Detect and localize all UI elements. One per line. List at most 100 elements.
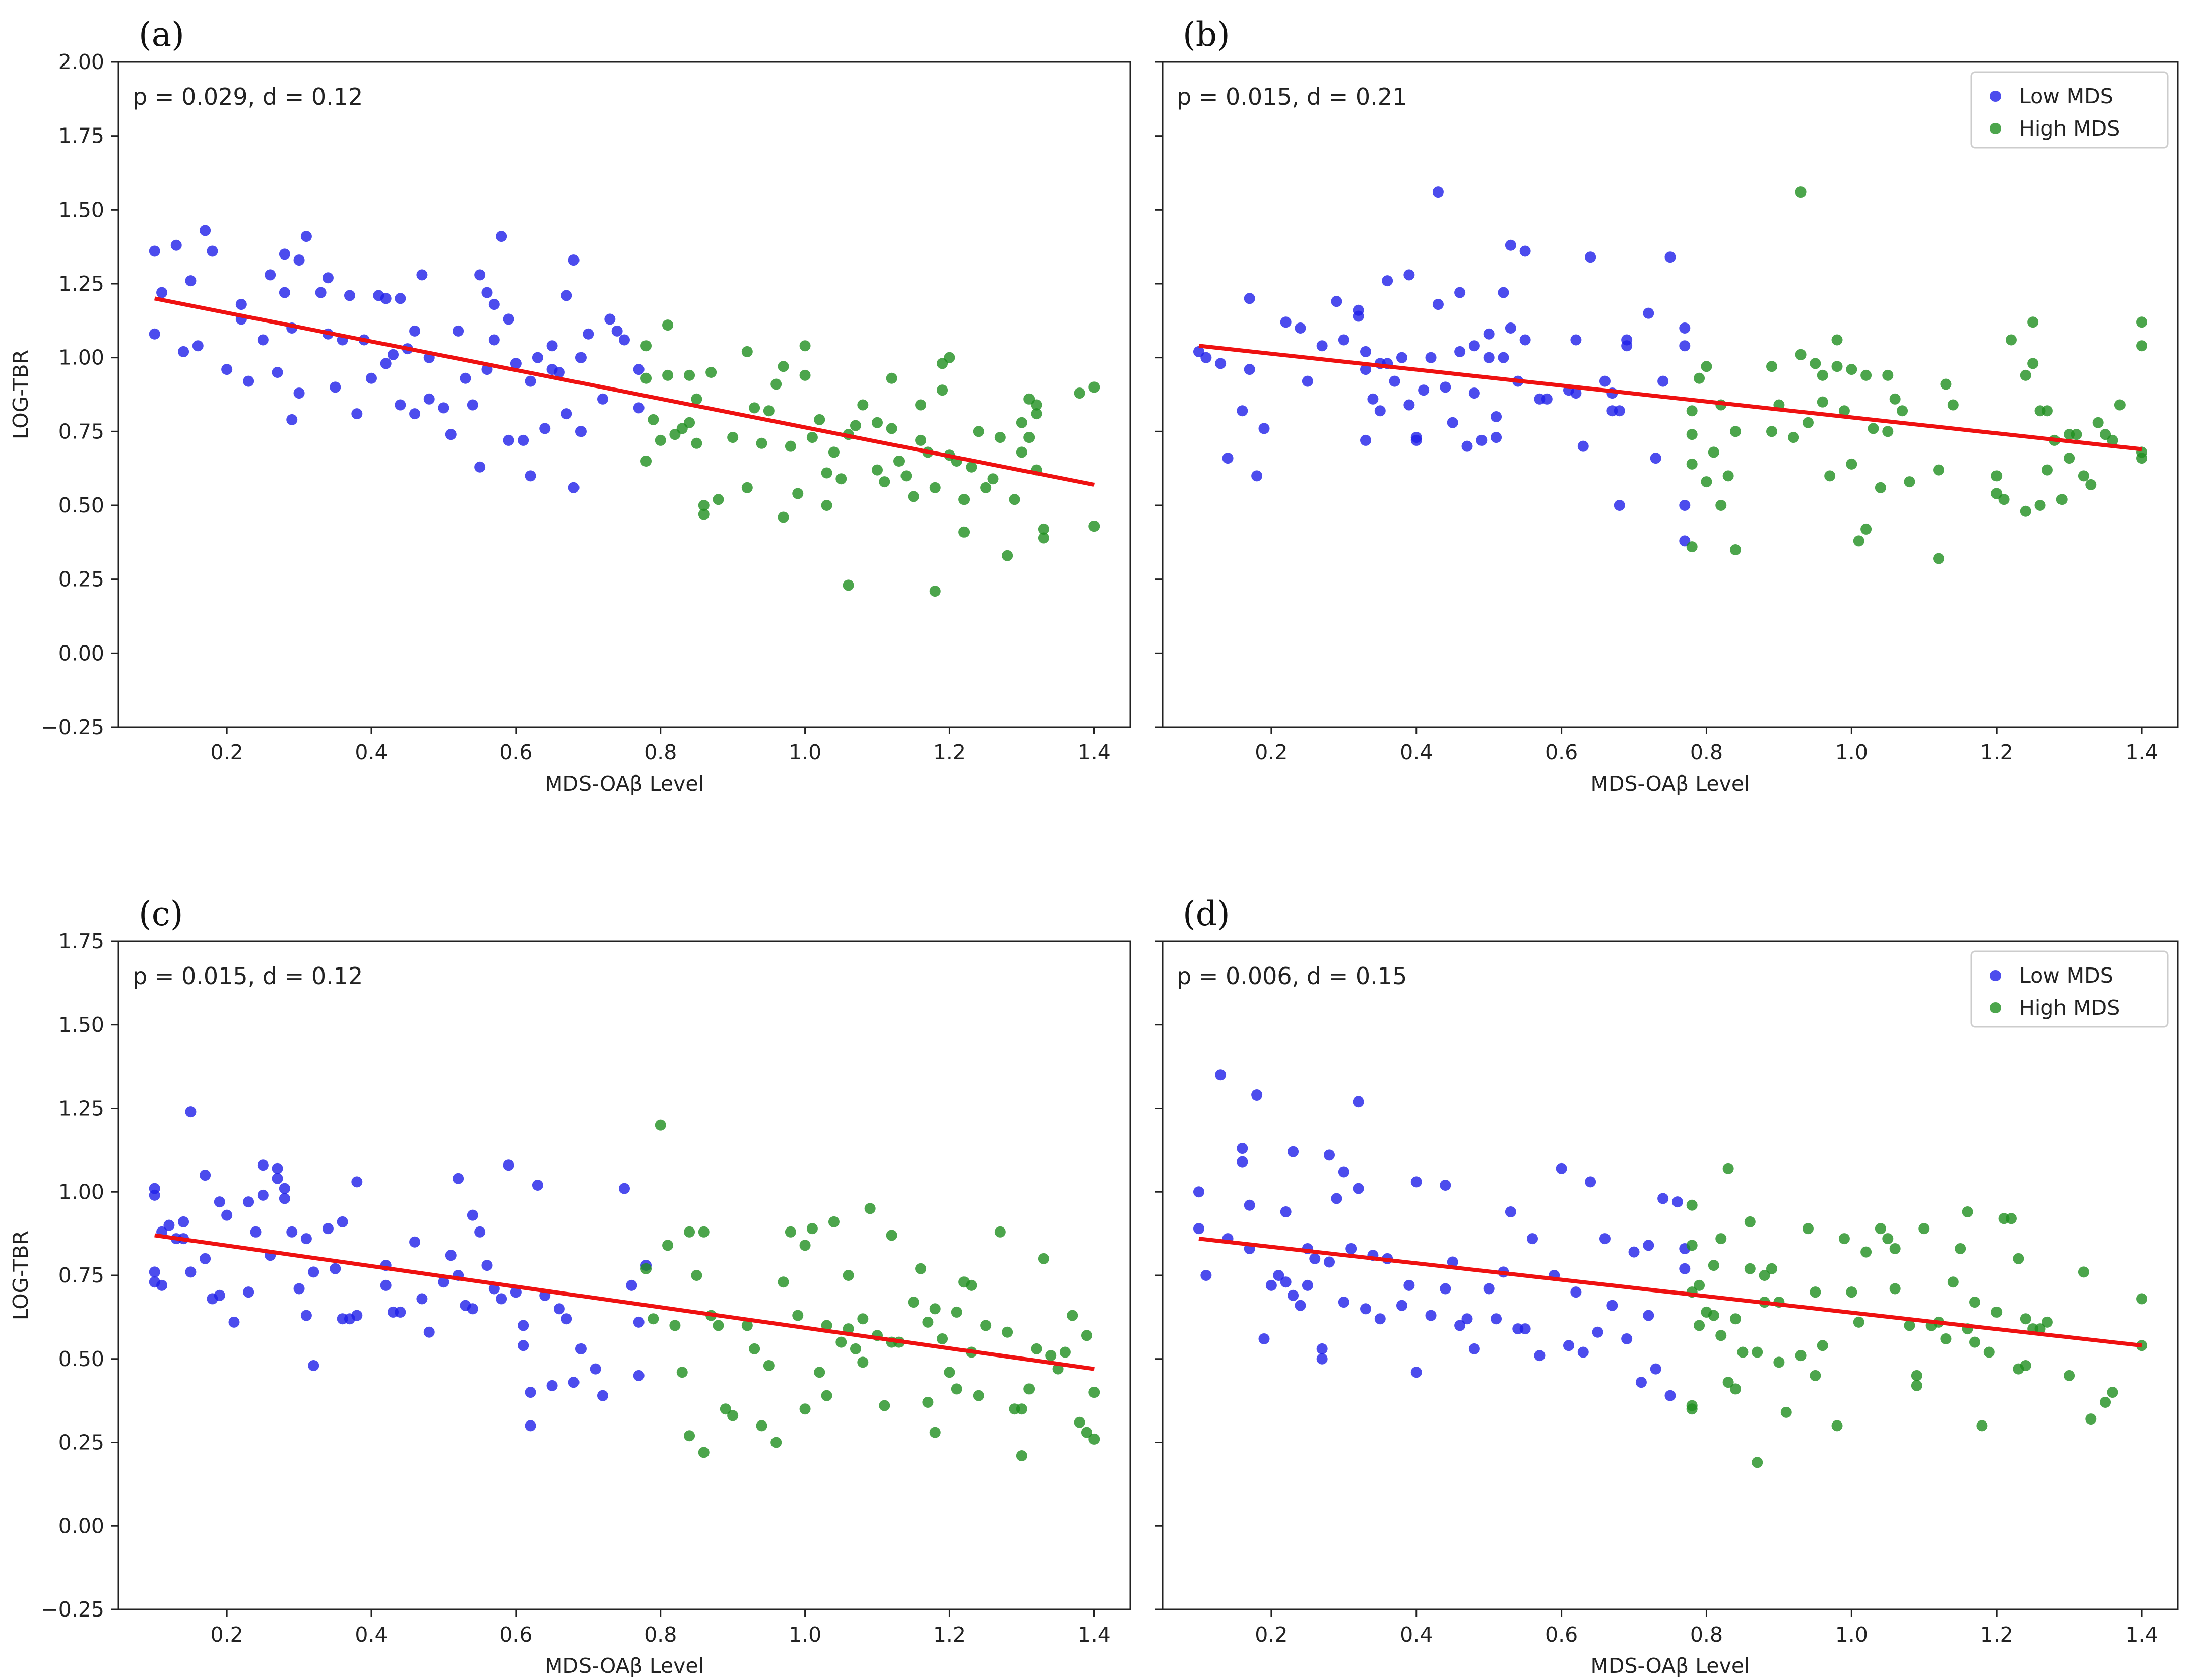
data-point — [445, 1250, 457, 1261]
data-point — [828, 446, 840, 458]
data-point — [1585, 1176, 1596, 1188]
data-point — [575, 1343, 587, 1354]
data-point — [900, 470, 912, 482]
data-point — [1088, 1387, 1100, 1398]
data-point — [553, 1303, 565, 1315]
legend-box — [1970, 71, 2169, 149]
data-point — [156, 1279, 168, 1291]
data-point — [488, 334, 500, 346]
data-point — [611, 325, 623, 337]
data-point — [821, 1320, 832, 1331]
data-point — [626, 1279, 637, 1291]
data-point — [344, 290, 355, 301]
data-point — [1868, 423, 1879, 434]
data-point — [1694, 372, 1705, 384]
data-point — [1744, 1263, 1756, 1274]
data-point — [828, 1216, 840, 1227]
data-point — [1556, 1162, 1567, 1174]
data-point — [1244, 364, 1255, 375]
data-point — [2056, 494, 2068, 505]
data-point — [1759, 1270, 1770, 1281]
data-point — [915, 434, 927, 446]
data-point — [474, 269, 486, 281]
data-point — [1701, 361, 1712, 372]
data-point — [1795, 186, 1807, 198]
data-point — [1766, 1263, 1777, 1274]
stats-annotation: p = 0.006, d = 0.15 — [1177, 962, 1407, 990]
data-point — [1752, 1346, 1763, 1358]
data-point — [308, 1266, 319, 1278]
data-point — [163, 1219, 175, 1231]
data-point — [1592, 1326, 1603, 1338]
data-point — [2107, 434, 2118, 446]
data-point — [2027, 316, 2039, 328]
data-point — [1715, 500, 1727, 511]
data-point — [380, 293, 392, 304]
data-point — [1016, 417, 1027, 428]
y-tick-label: 0.25 — [58, 567, 104, 592]
x-axis-label: MDS-OAβ Level — [1591, 771, 1750, 796]
data-point — [200, 225, 211, 236]
data-point — [1302, 375, 1313, 387]
data-point — [185, 1106, 197, 1118]
data-point — [257, 334, 269, 346]
data-point — [1360, 346, 1371, 357]
data-point — [1686, 1240, 1698, 1251]
data-point — [2085, 479, 2097, 490]
y-tick-label: −0.25 — [41, 1597, 104, 1622]
data-point — [1875, 482, 1886, 493]
data-point — [518, 434, 529, 446]
data-point — [546, 340, 558, 352]
data-point — [1694, 1279, 1705, 1291]
legend-marker-low — [1990, 91, 2001, 102]
data-point — [330, 1263, 341, 1274]
data-point — [568, 1377, 580, 1388]
data-point — [749, 402, 760, 414]
data-point — [1708, 1310, 1719, 1321]
data-point — [1722, 470, 1734, 482]
data-point — [1686, 1400, 1698, 1411]
data-point — [1831, 1420, 1843, 1432]
data-point — [272, 367, 283, 378]
data-point — [1694, 1320, 1705, 1331]
data-point — [1074, 387, 1085, 399]
y-tick-label: 0.50 — [58, 1347, 104, 1371]
data-point — [1403, 1279, 1415, 1291]
data-point — [532, 352, 543, 363]
data-point — [980, 1320, 992, 1331]
data-point — [633, 364, 645, 375]
data-point — [799, 1403, 811, 1415]
data-point — [1244, 1199, 1255, 1211]
series-high-mds — [640, 319, 1100, 597]
data-point — [1237, 405, 1248, 417]
data-point — [1780, 1406, 1792, 1418]
data-point — [1316, 1343, 1328, 1354]
data-point — [908, 491, 919, 502]
data-point — [864, 1203, 876, 1214]
data-point — [1838, 1233, 1850, 1245]
data-point — [1031, 399, 1042, 411]
data-point — [2100, 1396, 2111, 1408]
data-point — [445, 429, 457, 440]
data-point — [214, 1289, 225, 1301]
data-point — [1353, 1183, 1364, 1194]
x-tick-label: 1.0 — [1835, 1623, 1868, 1647]
data-point — [351, 408, 363, 420]
data-point — [1708, 446, 1719, 458]
data-point — [257, 1159, 269, 1171]
data-point — [2136, 1293, 2148, 1305]
stats-annotation: p = 0.029, d = 0.12 — [133, 83, 363, 110]
data-point — [741, 1320, 753, 1331]
data-point — [1614, 405, 1625, 417]
data-point — [1088, 521, 1100, 532]
panel-a: (a) 0.2 0.4 0.6 0.8 1.0 1.2 1.4 −0.25 0.00 0.25 0.5… — [9, 15, 1131, 796]
data-point — [1432, 186, 1444, 198]
data-point — [423, 1326, 435, 1338]
data-point — [1947, 399, 1959, 411]
data-point — [1200, 1270, 1212, 1281]
data-point — [1577, 1346, 1589, 1358]
data-point — [1846, 458, 1857, 470]
x-tick-label: 0.4 — [355, 740, 388, 764]
data-point — [1353, 1096, 1364, 1108]
data-point — [1425, 1310, 1437, 1321]
